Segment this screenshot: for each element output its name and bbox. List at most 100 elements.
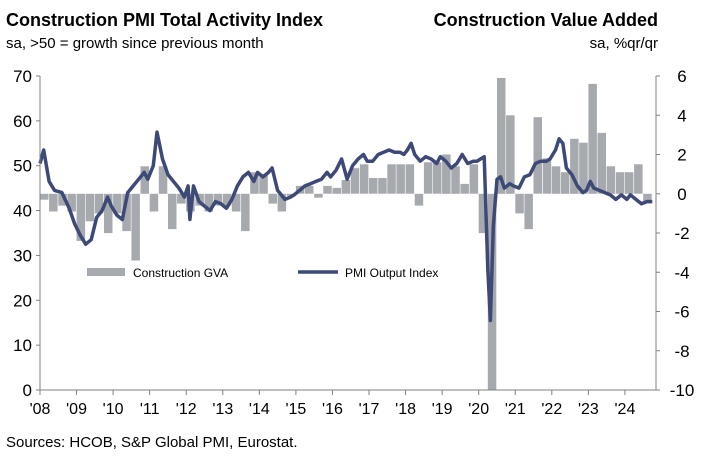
gva-bar [497, 78, 506, 194]
right-tick-label: 2 [677, 146, 686, 165]
x-tick-label: '17 [359, 401, 380, 418]
gva-bar [378, 178, 387, 194]
left-tick-label: 20 [13, 291, 32, 310]
right-tick-label: -4 [674, 263, 689, 282]
gva-bar [369, 178, 378, 194]
gva-bar [405, 164, 415, 194]
gva-bar [451, 166, 460, 194]
right-tick-label: 4 [677, 106, 686, 125]
gva-bar [606, 166, 616, 194]
chart-subtitle-right: sa, %qr/qr [589, 35, 658, 52]
gva-bar [560, 172, 570, 194]
gva-bar [140, 166, 149, 194]
gva-bar [615, 172, 625, 194]
gva-bar [177, 193, 186, 204]
x-tick-label: '12 [176, 401, 197, 418]
gva-bar [350, 168, 360, 194]
gva-bar [506, 115, 515, 194]
gva-bar [305, 185, 314, 194]
left-tick-label: 0 [23, 381, 32, 400]
left-tick-label: 40 [13, 202, 32, 221]
gva-bar [204, 193, 213, 212]
gva-bar [414, 193, 424, 206]
gva-bar [332, 187, 341, 194]
left-tick-label: 10 [13, 336, 32, 355]
gva-bar [58, 193, 67, 206]
gva-bar [359, 164, 369, 194]
gva-bar [533, 117, 542, 194]
gva-bar [597, 132, 606, 194]
gva-bar [323, 185, 332, 194]
gva-bar [149, 193, 159, 212]
gva-bar [469, 164, 479, 194]
gva-bar [268, 193, 277, 204]
gva-bar [515, 193, 524, 214]
gva-bar [222, 193, 232, 206]
x-tick-label: '21 [505, 401, 526, 418]
x-tick-label: '09 [66, 401, 87, 418]
legend-label-gva: Construction GVA [133, 266, 228, 280]
gva-bar [387, 164, 396, 194]
gva-bar [634, 164, 643, 194]
x-tick-label: '10 [103, 401, 124, 418]
left-tick-label: 30 [13, 246, 32, 265]
gva-bar [460, 183, 469, 194]
gva-bar [49, 193, 58, 212]
gva-bar [158, 166, 168, 194]
pmi-line-layer [38, 130, 653, 323]
source-note: Sources: HCOB, S&P Global PMI, Eurostat. [6, 434, 298, 451]
gva-bar [67, 193, 76, 212]
gva-bar [542, 158, 552, 194]
right-tick-label: -8 [674, 342, 689, 361]
gva-bars [40, 78, 652, 391]
gva-bar [643, 193, 652, 202]
legend-swatch-gva [87, 268, 125, 276]
x-tick-label: '14 [249, 401, 270, 418]
left-tick-label: 60 [13, 112, 32, 131]
gva-bar [570, 138, 579, 194]
left-tick-label: 70 [13, 67, 32, 86]
gva-bar [85, 193, 95, 222]
right-tick-label: -2 [674, 224, 689, 243]
legend-label-pmi: PMI Output Index [345, 266, 438, 280]
x-tick-label: '22 [541, 401, 562, 418]
gva-bar [396, 164, 405, 194]
gva-bar [76, 193, 86, 241]
left-tick-label: 50 [13, 157, 32, 176]
gva-bar [423, 162, 433, 194]
chart-title-left: Construction PMI Total Activity Index [6, 10, 324, 30]
chart-title-right: Construction Value Added [433, 10, 658, 30]
gva-bar [213, 193, 223, 206]
x-tick-label: '19 [432, 401, 453, 418]
gva-bar [94, 193, 104, 214]
gva-bar [104, 193, 113, 234]
gva-bar [478, 193, 488, 234]
axes: 0 10 20 30 40 50 60 70 -10 -8 -6 -4 -2 0 2 4 6 '08 '09 '10 '… [13, 67, 694, 418]
x-tick-label: '18 [395, 401, 416, 418]
gva-bar [524, 193, 533, 230]
x-tick-label: '11 [140, 401, 160, 418]
gva-bar [131, 193, 140, 261]
gva-bar [231, 193, 241, 212]
gva-bar [588, 83, 597, 194]
x-tick-label: '08 [30, 401, 51, 418]
x-tick-label: '20 [468, 401, 489, 418]
gva-bar [624, 172, 634, 194]
gva-bar [168, 193, 177, 230]
gva-bar [241, 193, 250, 232]
gva-bar [40, 193, 49, 200]
gva-bar [113, 193, 122, 214]
right-tick-label: 6 [677, 67, 686, 86]
x-tick-label: '13 [212, 401, 233, 418]
right-tick-label: -10 [670, 381, 695, 400]
x-tick-label: '16 [322, 401, 343, 418]
gva-bar [277, 193, 287, 212]
gva-bar [314, 193, 323, 198]
chart-subtitle-left: sa, >50 = growth since previous month [6, 35, 264, 52]
legend: Construction GVA PMI Output Index [87, 266, 438, 280]
right-tick-label: 0 [677, 185, 686, 204]
x-tick-label: '23 [578, 401, 599, 418]
gva-bar [341, 180, 351, 194]
x-tick-label: '24 [614, 401, 635, 418]
